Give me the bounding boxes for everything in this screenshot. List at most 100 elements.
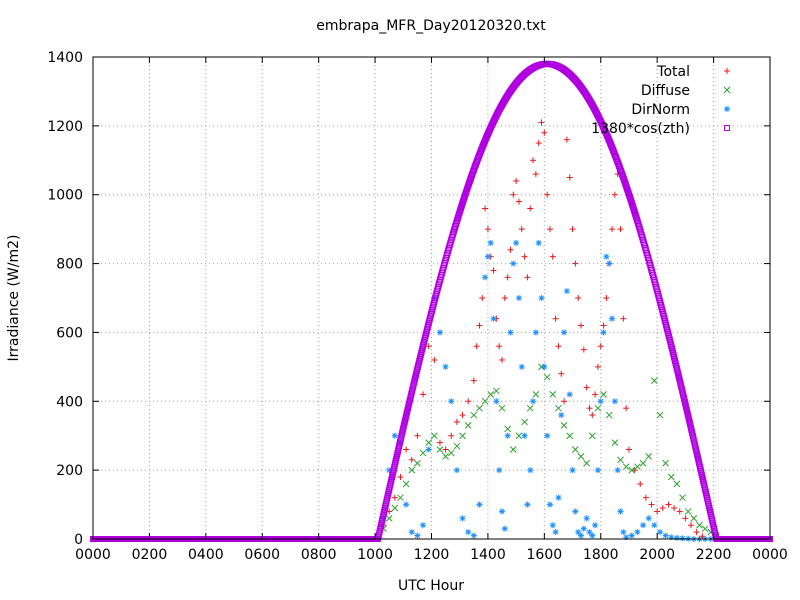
x-tick-label: 0000: [75, 547, 111, 563]
data-point: [549, 253, 556, 260]
data-point: [530, 157, 537, 164]
data-point: [592, 522, 599, 529]
data-point: [673, 534, 680, 541]
data-point: [470, 532, 477, 539]
data-point: [617, 508, 624, 515]
data-point: [419, 449, 427, 457]
data-point: [560, 422, 568, 429]
data-point: [532, 329, 539, 336]
data-point: [408, 529, 415, 536]
legend: Total Diffuse DirNorm 1380*cos(zth): [591, 64, 731, 137]
data-point: [611, 398, 618, 405]
data-point: [634, 529, 641, 536]
data-point: [688, 522, 695, 529]
data-point: [521, 253, 528, 260]
data-point: [490, 315, 497, 322]
data-point: [513, 177, 520, 184]
data-point: [569, 226, 576, 233]
y-tick-label: 1000: [47, 188, 83, 204]
x-tick-label: 1800: [583, 547, 619, 563]
data-point: [464, 422, 472, 429]
data-point: [555, 343, 562, 350]
data-point: [535, 239, 542, 246]
data-point: [496, 467, 503, 474]
legend-label: Total: [656, 64, 690, 80]
legend-label: 1380*cos(zth): [591, 121, 690, 137]
data-point: [526, 404, 534, 412]
data-point: [625, 446, 632, 453]
data-point: [538, 119, 545, 126]
data-point: [459, 515, 466, 522]
x-tick-label: 1200: [414, 547, 450, 563]
data-point: [645, 453, 653, 460]
y-tick-label: 1400: [47, 50, 83, 66]
data-point: [622, 463, 630, 471]
data-point: [487, 239, 494, 246]
data-point: [397, 494, 404, 502]
data-point: [515, 295, 522, 301]
data-point: [620, 315, 627, 322]
data-point: [580, 525, 587, 532]
data-point: [651, 522, 658, 529]
data-point: [524, 274, 531, 281]
y-tick-label: 800: [56, 257, 83, 273]
x-tick-label: 1000: [357, 547, 393, 563]
data-point: [645, 515, 652, 522]
data-point: [442, 453, 449, 460]
data-point: [614, 467, 621, 474]
data-point: [583, 515, 590, 522]
data-point: [484, 253, 491, 260]
data-point: [499, 508, 506, 515]
data-point: [690, 514, 698, 522]
data-point: [527, 467, 534, 474]
data-point: [544, 191, 551, 198]
data-point: [476, 404, 483, 412]
data-point: [470, 377, 477, 384]
chart-title: embrapa_MFR_Day20120320.txt: [316, 18, 546, 34]
data-point: [482, 205, 489, 212]
data-point: [640, 522, 647, 529]
data-point: [431, 356, 438, 363]
data-point: [671, 505, 678, 512]
data-point: [509, 446, 517, 453]
data-point: [420, 522, 427, 529]
data-point: [425, 439, 433, 446]
data-point: [549, 391, 557, 398]
data-point: [527, 205, 534, 212]
legend-label: DirNorm: [631, 102, 690, 118]
series-0: [380, 119, 706, 540]
y-tick-label: 200: [56, 463, 83, 479]
data-point: [391, 432, 398, 439]
data-point: [637, 480, 644, 487]
data-point: [631, 467, 638, 474]
data-point: [555, 494, 562, 501]
data-point: [623, 405, 630, 412]
data-point: [617, 456, 624, 464]
data-point: [499, 356, 506, 363]
y-axis-label: Irradiance (W/m2): [6, 235, 22, 362]
data-point: [650, 377, 658, 384]
data-point: [628, 466, 636, 474]
data-point: [600, 391, 607, 398]
data-point: [436, 446, 444, 453]
axes: 0000 0200 0400 0600 0800 1000 1200 1400 1600 1800…: [47, 50, 787, 563]
data-point: [532, 391, 540, 398]
data-point: [490, 267, 497, 274]
data-point: [414, 432, 421, 439]
data-point: [504, 432, 511, 439]
data-point: [402, 480, 410, 488]
data-point: [693, 529, 700, 536]
data-point: [684, 508, 692, 515]
data-point: [473, 343, 480, 350]
data-point: [391, 494, 398, 501]
data-point: [676, 508, 683, 515]
data-point: [541, 363, 548, 370]
legend-marker: [724, 68, 730, 74]
data-point: [524, 501, 531, 508]
data-point: [639, 459, 647, 467]
data-point: [634, 463, 641, 471]
data-point: [589, 532, 596, 539]
data-point: [403, 501, 410, 508]
data-point: [561, 329, 568, 336]
data-point: [397, 474, 404, 481]
